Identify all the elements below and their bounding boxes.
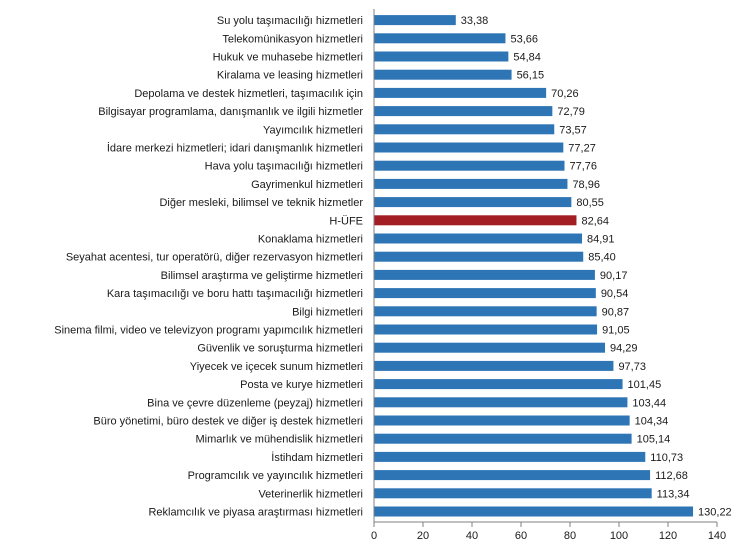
category-label: Yayımcılık hizmetleri xyxy=(263,124,363,136)
bar xyxy=(374,470,651,481)
category-label: Bina ve çevre düzenleme (peyzaj) hizmetl… xyxy=(147,397,363,409)
value-label: 77,27 xyxy=(568,143,596,155)
bars-layer: Su yolu taşımacılığı hizmetleri 33,38 Tele… xyxy=(54,15,732,519)
category-label: Mimarlık ve mühendislik hizmetleri xyxy=(196,434,364,446)
value-label: 56,15 xyxy=(517,70,545,82)
value-label: 85,40 xyxy=(588,252,616,264)
category-label: Veterinerlik hizmetleri xyxy=(258,488,363,500)
bar xyxy=(374,397,628,408)
value-label: 105,14 xyxy=(637,434,671,446)
x-tick-label: 40 xyxy=(466,530,478,542)
value-label: 97,73 xyxy=(618,361,646,373)
category-label: Kiralama ve leasing hizmetleri xyxy=(217,70,363,82)
category-label: Hava yolu taşımacılığı hizmetleri xyxy=(205,161,363,173)
value-label: 82,64 xyxy=(581,215,609,227)
bar xyxy=(374,124,555,135)
value-label: 94,29 xyxy=(610,343,638,355)
bar xyxy=(374,69,512,80)
value-label: 80,55 xyxy=(576,197,604,209)
category-label: Su yolu taşımacılığı hizmetleri xyxy=(217,15,363,27)
category-label: Posta ve kurye hizmetleri xyxy=(240,379,363,391)
value-label: 53,66 xyxy=(510,33,538,45)
x-tick-label: 0 xyxy=(371,530,377,542)
value-label: 90,17 xyxy=(600,270,628,282)
value-label: 90,87 xyxy=(602,306,630,318)
bar xyxy=(374,360,614,371)
bar xyxy=(374,178,568,189)
bar xyxy=(374,342,606,353)
category-label: Gayrimenkul hizmetleri xyxy=(251,179,363,191)
bar xyxy=(374,269,595,280)
category-label: Yiyecek ve içecek sunum hizmetleri xyxy=(190,361,363,373)
bar xyxy=(374,506,694,517)
category-label: Telekomünikasyon hizmetleri xyxy=(222,33,363,45)
value-label: 84,91 xyxy=(587,234,615,246)
value-label: 130,22 xyxy=(698,507,732,519)
bar xyxy=(374,106,553,117)
bar xyxy=(374,433,632,444)
category-label: İdare merkezi hizmetleri; idari danışman… xyxy=(107,142,363,155)
bar xyxy=(374,488,652,499)
bar xyxy=(374,142,564,153)
bar xyxy=(374,51,509,62)
category-label: Konaklama hizmetleri xyxy=(258,234,363,246)
category-label: Reklamcılık ve piyasa araştırması hizmet… xyxy=(148,507,363,519)
x-tick-label: 20 xyxy=(417,530,429,542)
category-label: Bilgi hizmetleri xyxy=(292,306,363,318)
category-label: Seyahat acentesi, tur operatörü, diğer r… xyxy=(66,252,363,264)
bar-highlight xyxy=(374,215,577,226)
category-label: İstihdam hizmetleri xyxy=(271,451,363,464)
bar xyxy=(374,288,596,299)
value-label: 73,57 xyxy=(559,124,587,136)
x-axis: 0 20 40 60 80 100 120 140 xyxy=(371,9,726,542)
category-label: Güvenlik ve soruşturma hizmetleri xyxy=(197,343,363,355)
category-label: Bilgisayar programlama, danışmanlık ve i… xyxy=(98,106,363,118)
value-label: 90,54 xyxy=(601,288,629,300)
bar xyxy=(374,415,630,426)
bar xyxy=(374,451,646,462)
bar xyxy=(374,87,547,98)
bar xyxy=(374,33,506,44)
bar xyxy=(374,197,572,208)
value-label: 33,38 xyxy=(461,15,489,27)
bar xyxy=(374,379,623,390)
value-label: 104,34 xyxy=(635,416,669,428)
category-label: Bilimsel araştırma ve geliştirme hizmetl… xyxy=(161,270,363,282)
bar xyxy=(374,15,456,26)
bar xyxy=(374,306,597,317)
value-label: 113,34 xyxy=(657,488,690,500)
x-tick-label: 100 xyxy=(610,530,628,542)
category-label: Hukuk ve muhasebe hizmetleri xyxy=(213,52,363,64)
value-label: 77,76 xyxy=(570,161,598,173)
value-label: 78,96 xyxy=(572,179,600,191)
x-tick-label: 80 xyxy=(564,530,576,542)
value-label: 70,26 xyxy=(551,88,579,100)
value-label: 110,73 xyxy=(650,452,683,464)
bar xyxy=(374,233,583,244)
bar xyxy=(374,324,598,335)
value-label: 91,05 xyxy=(602,325,630,337)
value-label: 112,68 xyxy=(655,470,688,482)
value-label: 54,84 xyxy=(513,52,541,64)
category-label: Programcılık ve yayıncılık hizmetleri xyxy=(188,470,363,482)
value-label: 72,79 xyxy=(557,106,585,118)
category-label: Sinema filmi, video ve televizyon progra… xyxy=(54,325,363,337)
category-label: Büro yönetimi, büro destek ve diğer iş d… xyxy=(93,416,363,428)
value-label: 101,45 xyxy=(628,379,662,391)
category-label: Kara taşımacılığı ve boru hattı taşımacı… xyxy=(107,288,363,300)
bar xyxy=(374,251,584,262)
category-label: H-ÜFE xyxy=(329,215,363,227)
category-label: Depolama ve destek hizmetleri, taşımacıl… xyxy=(134,88,363,100)
x-tick-label: 120 xyxy=(659,530,677,542)
x-tick-label: 60 xyxy=(515,530,527,542)
category-label: Diğer mesleki, bilimsel ve teknik hizmet… xyxy=(159,197,363,209)
x-tick-label: 140 xyxy=(708,530,726,542)
value-label: 103,44 xyxy=(632,397,666,409)
bar xyxy=(374,160,565,171)
